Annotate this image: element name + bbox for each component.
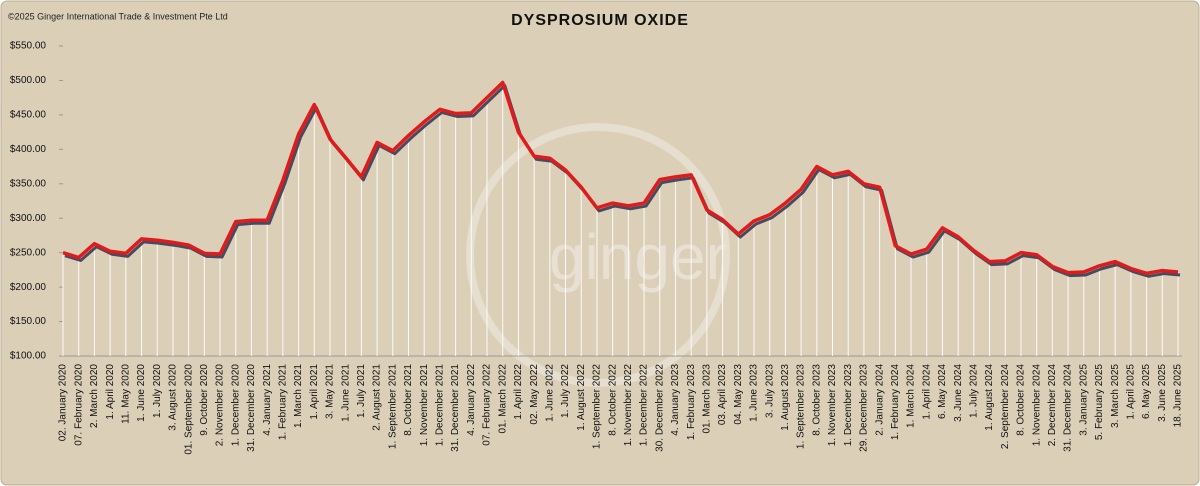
x-tick-label: 1. December 2020 bbox=[230, 364, 241, 447]
x-tick-label: 1. February 2024 bbox=[890, 364, 901, 441]
x-tick-label: 2. March 2020 bbox=[89, 364, 100, 428]
x-tick-label: 3. July 2023 bbox=[764, 364, 775, 418]
x-tick-label: 01. March 2022 bbox=[497, 364, 508, 434]
x-tick-label: 1. November 2023 bbox=[827, 364, 838, 447]
x-tick-label: 3. August 2020 bbox=[168, 364, 179, 431]
x-tick-label: 2. November 2020 bbox=[215, 364, 226, 447]
x-tick-label: 1. August 2023 bbox=[780, 364, 791, 431]
x-tick-label: 1. November 2022 bbox=[623, 364, 634, 447]
x-tick-label: 31. December 2024 bbox=[1063, 364, 1074, 452]
x-tick-label: 1. June 2023 bbox=[749, 364, 760, 422]
x-tick-label: 1. September 2023 bbox=[796, 364, 807, 449]
x-tick-label: 1. April 2021 bbox=[309, 364, 320, 420]
x-tick-label: 01. March 2023 bbox=[702, 364, 713, 434]
x-tick-label: 3. May 2021 bbox=[325, 364, 336, 419]
x-tick-label: 3. January 2025 bbox=[1078, 364, 1089, 436]
x-tick-label: 3. March 2025 bbox=[1110, 364, 1121, 428]
x-tick-label: 8. October 2024 bbox=[1016, 364, 1027, 436]
x-tick-label: 1. June 2022 bbox=[544, 364, 555, 422]
y-tick-label: $200.00 bbox=[10, 282, 47, 293]
x-tick-label: 1. March 2021 bbox=[293, 364, 304, 428]
x-tick-label: 8. October 2022 bbox=[607, 364, 618, 436]
x-tick-label: 18. June 2025 bbox=[1173, 364, 1184, 428]
x-tick-label: 1. July 2024 bbox=[968, 364, 979, 418]
x-tick-label: 11. May 2020 bbox=[120, 364, 131, 424]
x-tick-label: 31. December 2021 bbox=[450, 364, 461, 452]
y-tick-label: $300.00 bbox=[10, 213, 47, 224]
x-tick-label: 07. February 2022 bbox=[482, 364, 493, 446]
y-tick-label: $100.00 bbox=[10, 351, 47, 362]
x-tick-label: 1. November 2024 bbox=[1031, 364, 1042, 447]
x-tick-label: 03. April 2023 bbox=[717, 364, 728, 426]
x-tick-label: 29. December 2023 bbox=[859, 364, 870, 452]
x-tick-label: 1. April 2024 bbox=[921, 364, 932, 420]
x-tick-label: 2. December 2024 bbox=[1047, 364, 1058, 447]
watermark: ginger bbox=[549, 221, 727, 293]
y-tick-label: $150.00 bbox=[10, 316, 47, 327]
x-tick-label: 1. September 2022 bbox=[592, 364, 603, 449]
x-tick-label: 4. January 2021 bbox=[262, 364, 273, 436]
x-tick-label: 07. February 2020 bbox=[73, 364, 84, 446]
x-tick-label: 1. July 2021 bbox=[356, 364, 367, 418]
x-tick-label: 02. May 2022 bbox=[529, 364, 540, 425]
y-tick-label: $400.00 bbox=[10, 144, 47, 155]
y-tick-label: $350.00 bbox=[10, 178, 47, 189]
x-tick-label: 04. May 2023 bbox=[733, 364, 744, 425]
y-tick-label: $500.00 bbox=[10, 75, 47, 86]
x-tick-label: 02. January 2020 bbox=[58, 364, 69, 442]
x-tick-label: 1. June 2020 bbox=[136, 364, 147, 422]
x-tick-label: 3. June 2025 bbox=[1157, 364, 1168, 422]
x-tick-label: 1. March 2024 bbox=[906, 364, 917, 428]
x-tick-label: 1. April 2020 bbox=[105, 364, 116, 420]
x-tick-label: 1. July 2022 bbox=[560, 364, 571, 418]
x-tick-label: 1. July 2020 bbox=[152, 364, 163, 418]
x-tick-label: 1. February 2021 bbox=[277, 364, 288, 441]
x-tick-label: 2. August 2021 bbox=[372, 364, 383, 431]
x-tick-label: 4. January 2022 bbox=[466, 364, 477, 436]
x-tick-label: 1. December 2021 bbox=[435, 364, 446, 447]
x-tick-label: 2. January 2024 bbox=[874, 364, 885, 436]
series-line bbox=[62, 80, 1179, 276]
x-tick-label: 6. May 2024 bbox=[937, 364, 948, 419]
x-tick-label: 1. August 2022 bbox=[576, 364, 587, 431]
x-tick-label: 31. December 2020 bbox=[246, 364, 257, 452]
line-shadow bbox=[64, 84, 1181, 278]
x-tick-label: 2. September 2024 bbox=[1000, 364, 1011, 449]
x-tick-label: 9. October 2020 bbox=[199, 364, 210, 436]
x-tick-label: 4. January 2023 bbox=[670, 364, 681, 436]
y-tick-label: $550.00 bbox=[10, 41, 47, 52]
x-tick-label: 1. December 2022 bbox=[639, 364, 650, 447]
x-tick-label: 8. October 2021 bbox=[403, 364, 414, 436]
copyright: ©2025 Ginger International Trade & Inves… bbox=[8, 11, 228, 21]
x-tick-label: 8. October 2023 bbox=[811, 364, 822, 436]
x-tick-label: 1. April 2025 bbox=[1126, 364, 1137, 420]
x-tick-label: 1. February 2023 bbox=[686, 364, 697, 441]
x-tick-label: 1. December 2023 bbox=[843, 364, 854, 447]
x-tick-label: 1. April 2022 bbox=[513, 364, 524, 420]
y-tick-label: $450.00 bbox=[10, 110, 47, 121]
y-tick-label: $250.00 bbox=[10, 247, 47, 258]
x-tick-label: 1. November 2021 bbox=[419, 364, 430, 447]
x-tick-label: 3. June 2024 bbox=[953, 364, 964, 422]
watermark-ring bbox=[466, 123, 730, 387]
x-tick-label: 1. June 2021 bbox=[340, 364, 351, 422]
x-tick-label: 01. September 2020 bbox=[183, 364, 194, 455]
x-tick-label: 1. August 2024 bbox=[984, 364, 995, 431]
x-tick-label: 30. December 2022 bbox=[654, 364, 665, 452]
x-tick-label: 1. September 2021 bbox=[387, 364, 398, 449]
x-tick-label: 5. February 2025 bbox=[1094, 364, 1105, 441]
x-tick-label: 6. May 2025 bbox=[1141, 364, 1152, 419]
chart-title: DYSPROSIUM OXIDE bbox=[511, 12, 689, 29]
